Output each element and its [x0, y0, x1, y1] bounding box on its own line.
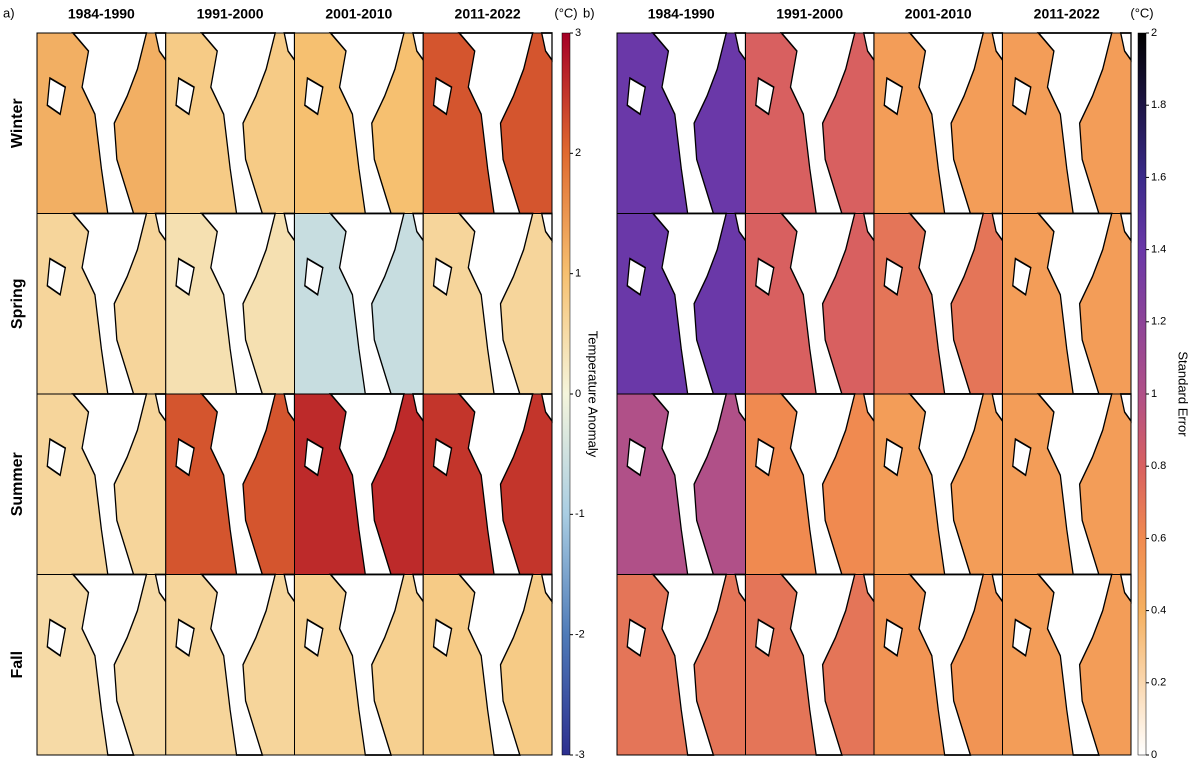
colorbar-tick-label: 1: [1151, 388, 1157, 400]
panel-label: b): [583, 5, 595, 20]
colorbar-tick-label: 2: [575, 147, 581, 159]
figure: a) 1984-1990 1991-2000 2001-2010 2011-2022 Wi…: [0, 0, 1203, 762]
colorbar-tick-label: -2: [575, 629, 585, 641]
column-header: 2011-2022: [455, 6, 521, 22]
colorbar-unit: (°C): [1130, 5, 1153, 20]
column-header: 2001-2010: [905, 6, 972, 22]
colorbar-tick-label: 0.4: [1151, 605, 1166, 617]
colorbar-tick-label: 1.8: [1151, 99, 1166, 111]
colorbar-tick-label: 2: [1151, 27, 1157, 39]
colorbar-tick-label: -3: [575, 749, 585, 761]
colorbar-tick-label: 0: [575, 388, 581, 400]
row-label: Summer: [9, 452, 26, 516]
colorbar: [562, 33, 570, 755]
colorbar-tick-label: 3: [575, 27, 581, 39]
colorbar-unit: (°C): [554, 5, 577, 20]
colorbar-tick-label: 1.4: [1151, 244, 1166, 256]
row-label: Fall: [9, 651, 26, 679]
column-header: 1991-2000: [776, 6, 843, 22]
column-header: 1984-1990: [68, 6, 135, 22]
colorbar-tick-label: 0.8: [1151, 460, 1166, 472]
column-header: 1991-2000: [197, 6, 264, 22]
column-header: 2001-2010: [325, 6, 392, 22]
colorbar-tick-label: 1.6: [1151, 171, 1166, 183]
colorbar-tick-label: 0.2: [1151, 677, 1166, 689]
colorbar-tick-label: 1.2: [1151, 316, 1166, 328]
row-label: Winter: [9, 98, 26, 148]
colorbar-label: Temperature Anomaly: [586, 331, 601, 458]
column-header: 1984-1990: [648, 6, 715, 22]
colorbar-label: Standard Error: [1176, 351, 1191, 437]
colorbar-tick-label: 0.6: [1151, 532, 1166, 544]
colorbar-tick-label: -1: [575, 508, 585, 520]
colorbar-tick-label: 1: [575, 268, 581, 280]
row-label: Spring: [9, 278, 26, 329]
column-header: 2011-2022: [1034, 6, 1100, 22]
colorbar: [1138, 33, 1146, 755]
colorbar-tick-label: 0: [1151, 749, 1157, 761]
panel-label: a): [3, 5, 15, 20]
